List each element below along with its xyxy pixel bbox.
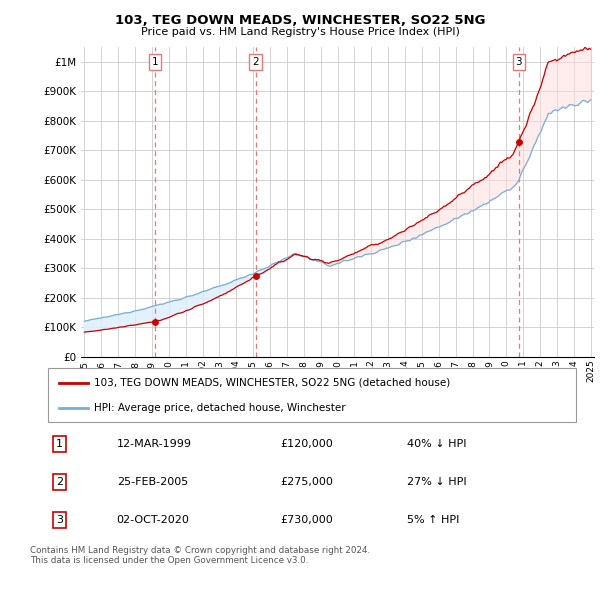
Text: Contains HM Land Registry data © Crown copyright and database right 2024.
This d: Contains HM Land Registry data © Crown c… [30, 546, 370, 565]
Text: 2: 2 [56, 477, 63, 487]
Text: 1: 1 [56, 440, 63, 450]
Text: 02-OCT-2020: 02-OCT-2020 [116, 515, 190, 525]
Text: 1: 1 [152, 57, 158, 67]
Text: 103, TEG DOWN MEADS, WINCHESTER, SO22 5NG: 103, TEG DOWN MEADS, WINCHESTER, SO22 5N… [115, 14, 485, 27]
Text: £120,000: £120,000 [280, 440, 333, 450]
Text: 3: 3 [515, 57, 522, 67]
Text: HPI: Average price, detached house, Winchester: HPI: Average price, detached house, Winc… [94, 404, 346, 413]
Text: 103, TEG DOWN MEADS, WINCHESTER, SO22 5NG (detached house): 103, TEG DOWN MEADS, WINCHESTER, SO22 5N… [94, 378, 451, 388]
Text: 27% ↓ HPI: 27% ↓ HPI [407, 477, 467, 487]
FancyBboxPatch shape [48, 368, 576, 422]
Text: 12-MAR-1999: 12-MAR-1999 [116, 440, 191, 450]
Text: 40% ↓ HPI: 40% ↓ HPI [407, 440, 467, 450]
Text: £730,000: £730,000 [280, 515, 333, 525]
Text: 3: 3 [56, 515, 63, 525]
Text: 5% ↑ HPI: 5% ↑ HPI [407, 515, 460, 525]
Text: 25-FEB-2005: 25-FEB-2005 [116, 477, 188, 487]
Text: 2: 2 [253, 57, 259, 67]
Text: Price paid vs. HM Land Registry's House Price Index (HPI): Price paid vs. HM Land Registry's House … [140, 27, 460, 37]
Text: £275,000: £275,000 [280, 477, 333, 487]
